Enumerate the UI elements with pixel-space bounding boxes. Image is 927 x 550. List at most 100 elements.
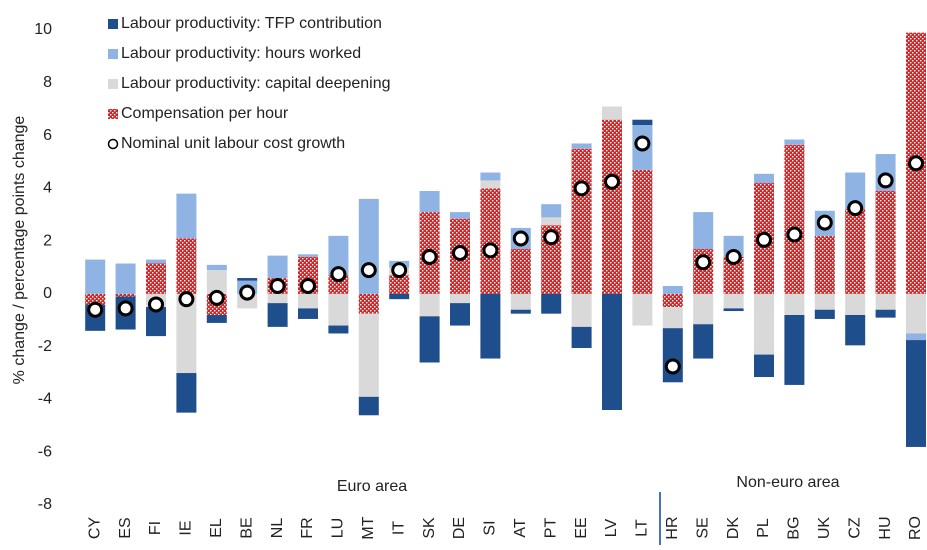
y-tick-label: -8: [38, 496, 52, 513]
bar-segment: [693, 293, 714, 325]
bar-segment: [754, 293, 774, 355]
bar-segment: [662, 285, 683, 294]
marker: [421, 248, 438, 265]
marker: [178, 291, 195, 308]
bar-segment: [176, 373, 197, 413]
bar-segment: [146, 263, 166, 294]
bar-segment: [632, 293, 653, 326]
bar-segment: [541, 293, 562, 314]
marker: [816, 214, 833, 231]
x-tick-label: FI: [147, 521, 164, 535]
bar-segment: [85, 293, 106, 305]
marker: [877, 172, 894, 189]
bar-segment: [298, 308, 318, 319]
bar-segment: [298, 254, 318, 257]
marker: [330, 266, 347, 283]
marker: [573, 180, 590, 197]
x-tick-label: AT: [512, 518, 529, 537]
marker: [847, 200, 864, 217]
bar-segment: [267, 303, 288, 327]
legend-label: Labour productivity: capital deepening: [121, 75, 391, 92]
x-tick-label: FR: [299, 517, 316, 538]
bar-segment: [450, 293, 470, 304]
bar-segment: [571, 293, 592, 327]
x-tick-label: IE: [178, 520, 195, 535]
bar-segment: [206, 315, 227, 323]
bar-segment: [723, 293, 744, 309]
bar-segment: [693, 212, 714, 250]
bar-segment: [723, 256, 744, 294]
legend-swatch: [108, 49, 118, 59]
x-tick-label: UK: [816, 517, 833, 540]
bar-segment: [450, 212, 470, 219]
bar-segment: [571, 326, 592, 348]
x-tick-label: CZ: [846, 517, 863, 539]
bar-segment: [419, 293, 440, 317]
bar-segment: [450, 303, 470, 326]
marker: [725, 248, 742, 265]
bar-segment: [267, 255, 288, 279]
bar-segment: [176, 293, 197, 374]
bar-segment: [784, 293, 805, 315]
y-tick-label: -6: [38, 443, 52, 460]
legend-label: Nominal unit labour cost growth: [121, 135, 345, 152]
x-tick-label: LV: [603, 518, 620, 537]
bar-segment: [845, 209, 866, 294]
marker: [512, 230, 529, 247]
marker: [360, 262, 377, 279]
bar-segment: [875, 293, 896, 310]
bar-segment: [237, 278, 258, 281]
legend-swatch: [108, 109, 118, 119]
bar-segment: [480, 188, 501, 294]
x-tick-label: BG: [786, 516, 803, 539]
bar-segment: [723, 308, 744, 312]
y-tick-label: 2: [43, 232, 52, 249]
bar-segment: [419, 316, 440, 363]
y-tick-label: -2: [38, 338, 52, 355]
bar-segment: [693, 324, 714, 359]
bar-segment: [845, 315, 866, 346]
bar-segment: [146, 259, 166, 264]
bar-segment: [906, 340, 926, 447]
bar-segment: [845, 293, 866, 315]
bar-segment: [602, 106, 622, 120]
x-tick-label: LT: [634, 519, 651, 537]
x-tick-label: RO: [907, 516, 924, 540]
marker: [756, 231, 772, 248]
group-label: Euro area: [337, 478, 407, 495]
bar-segment: [419, 190, 440, 213]
bar-segment: [754, 354, 774, 378]
bar-segment: [571, 148, 592, 294]
marker: [208, 289, 225, 306]
bar-segment: [845, 172, 866, 210]
x-tick-label: PL: [755, 518, 772, 538]
bar-segment: [754, 173, 774, 184]
bar-segment: [480, 293, 501, 359]
bar-segment: [358, 313, 379, 397]
bar-segment: [662, 307, 683, 329]
x-tick-label: HR: [664, 516, 681, 539]
legend-swatch: [107, 138, 119, 150]
bar-segment: [146, 307, 166, 337]
bar-segment: [784, 315, 805, 385]
bar-segment: [662, 293, 683, 308]
bar-segment: [784, 139, 805, 145]
bar-segment: [206, 270, 227, 294]
legend-label: Compensation per hour: [121, 105, 289, 122]
x-tick-label: EE: [573, 517, 590, 538]
bar-segment: [602, 293, 622, 410]
bar-segment: [510, 249, 531, 294]
y-tick-label: 10: [34, 21, 52, 38]
marker: [269, 277, 286, 294]
legend-label: Labour productivity: TFP contribution: [121, 15, 382, 32]
y-tick-label: -4: [38, 391, 52, 408]
bar-segment: [906, 293, 926, 334]
bar-segment: [176, 193, 197, 239]
bar-segment: [541, 204, 562, 218]
bar-segment: [358, 293, 379, 314]
bar-segment: [358, 396, 379, 416]
x-tick-label: SI: [482, 520, 499, 535]
marker: [391, 262, 408, 279]
bar-segment: [632, 169, 653, 294]
